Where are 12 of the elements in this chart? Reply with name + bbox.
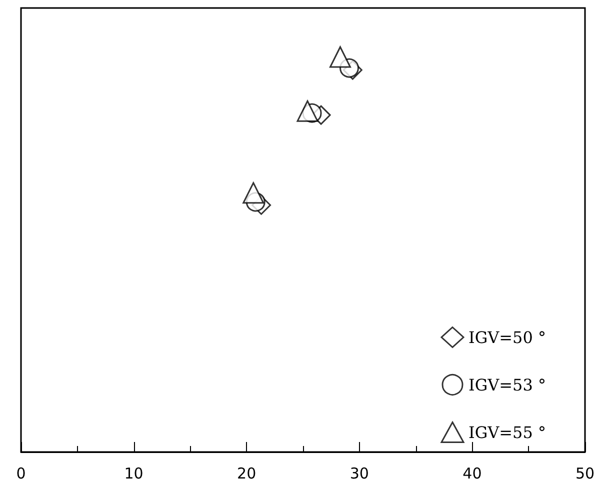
x-tick-label: 30 — [350, 464, 369, 482]
legend-label: IGV=50 ° — [468, 328, 546, 347]
legend-label: IGV=55 ° — [468, 422, 546, 442]
x-tick-label: 40 — [462, 464, 482, 482]
point — [242, 182, 264, 204]
point — [296, 100, 318, 122]
x-tick-label: 0 — [16, 464, 26, 482]
x-tick-label: 10 — [124, 464, 144, 482]
x-tick-label: 20 — [237, 464, 256, 482]
legend-label: IGV=53 ° — [468, 375, 546, 394]
x-tick-label: 50 — [575, 464, 595, 482]
point — [329, 46, 351, 68]
